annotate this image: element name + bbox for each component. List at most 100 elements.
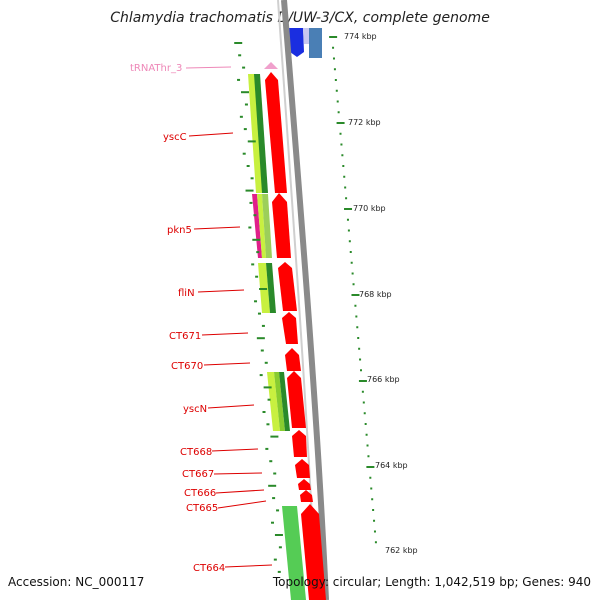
scale-label-774: 774 kbp [344, 32, 377, 41]
cds-arrow [287, 371, 306, 428]
gc-tick [270, 521, 274, 524]
cds-arrow [301, 504, 326, 600]
gc-tick [256, 251, 260, 254]
cog-block-flin-2 [266, 263, 276, 313]
cog-block-pkn5-3 [262, 194, 272, 258]
gc-tick [273, 558, 277, 561]
gc-tick [240, 91, 249, 94]
scale-minor-tick [343, 175, 346, 178]
scale-minor-tick [336, 100, 339, 103]
gc-tick [263, 386, 272, 389]
svg-text:CT667: CT667 [182, 469, 214, 480]
gc-tick [244, 103, 248, 106]
gc-tick [264, 361, 268, 364]
scale-minor-tick [360, 369, 363, 372]
scale-label-768: 768 kbp [359, 290, 392, 299]
scale-minor-tick [373, 530, 376, 533]
scale-minor-tick [371, 498, 374, 501]
gc-tick [272, 497, 276, 500]
scale-minor-tick [370, 487, 373, 490]
genome-summary-text: Topology: circular; Length: 1,042,519 bp… [272, 575, 591, 589]
scale-major-tick [366, 466, 375, 468]
svg-text:tRNAThr_3: tRNAThr_3 [130, 63, 182, 74]
cog-block-pkn5 [252, 194, 262, 258]
cds-arrow [278, 262, 297, 311]
scale-minor-tick [366, 444, 369, 447]
gc-light-block [303, 28, 309, 44]
cds-arrow [300, 490, 313, 502]
cog-block-yscn-3 [279, 372, 290, 431]
gc-blue-block [289, 28, 304, 57]
gc-tick [238, 54, 242, 57]
gc-tick [254, 300, 258, 303]
scale-minor-tick [349, 251, 352, 253]
scale-major-tick [329, 36, 338, 38]
gc-tick [237, 78, 241, 81]
feature-label-yscn: yscN [183, 404, 255, 415]
gc-tick [259, 288, 268, 290]
scale-label-772: 772 kbp [348, 118, 381, 127]
feature-label-yscc: yscC [163, 132, 234, 143]
cog-block-pkn5-2 [257, 194, 266, 258]
scale-minor-tick [345, 197, 348, 200]
scale-minor-tick [355, 315, 358, 318]
gc-tick [255, 275, 259, 278]
gc-tick [242, 66, 246, 69]
svg-text:yscN: yscN [183, 404, 207, 415]
gc-tick [257, 312, 261, 315]
gc-tick [242, 152, 246, 155]
feature-label-trna: tRNAThr_3 [130, 63, 232, 74]
feature-label-pkn5: pkn5 [167, 225, 241, 236]
gc-tick [251, 263, 255, 266]
scale-minor-tick [347, 229, 350, 232]
feature-label-ct670: CT670 [171, 361, 251, 372]
accession-text: Accession: NC_000117 [8, 575, 145, 589]
scale-minor-tick [364, 423, 367, 425]
scale-major-tick [344, 208, 353, 210]
svg-text:fliN: fliN [178, 288, 195, 299]
scale-minor-tick [354, 304, 357, 307]
backbone-dark [281, 0, 329, 600]
scale-label-762: 762 kbp [385, 546, 418, 555]
feature-label-flin: fliN [178, 288, 245, 299]
gc-tick [276, 509, 280, 512]
scale-minor-tick [340, 143, 343, 146]
gc-tick [267, 398, 271, 401]
gc-tick [259, 374, 263, 377]
cds-arrow [272, 193, 291, 258]
scale-minor-tick [332, 57, 335, 60]
svg-text:CT671: CT671 [169, 331, 201, 342]
scale-minor-tick [361, 390, 364, 393]
gc-tick [274, 534, 283, 536]
gc-tick [273, 472, 277, 475]
gc-tick [268, 484, 277, 487]
scale-minor-tick [344, 186, 347, 189]
gc-tick [234, 42, 243, 44]
gc-tick [245, 189, 254, 192]
feature-label-ct664: CT664 [193, 563, 273, 574]
gc-tick [246, 165, 250, 167]
scale-minor-tick [372, 509, 375, 511]
scale-minor-tick [333, 68, 336, 71]
scale-minor-tick [337, 111, 340, 114]
cog-block-yscc-2 [254, 74, 268, 193]
feature-label-ct667: CT667 [182, 469, 263, 480]
scale-minor-tick [356, 326, 359, 329]
scale-label-764: 764 kbp [375, 461, 408, 470]
scale-minor-tick [334, 79, 337, 81]
cds-arrow [292, 430, 307, 457]
feature-label-ct668: CT668 [180, 447, 259, 458]
gc-content-ticks [234, 42, 283, 573]
svg-text:CT668: CT668 [180, 447, 212, 458]
feature-label-ct671: CT671 [169, 331, 249, 342]
svg-text:pkn5: pkn5 [167, 225, 192, 236]
scale-minor-tick [351, 272, 354, 275]
gc-tick [250, 177, 254, 180]
scale-minor-tick [374, 541, 377, 544]
scale-minor-tick [341, 154, 344, 157]
svg-text:CT664: CT664 [193, 563, 225, 574]
gc-tick [266, 423, 270, 426]
gc-tick [278, 546, 282, 549]
gc-steel-block [309, 28, 322, 58]
scale-minor-tick [342, 165, 345, 167]
